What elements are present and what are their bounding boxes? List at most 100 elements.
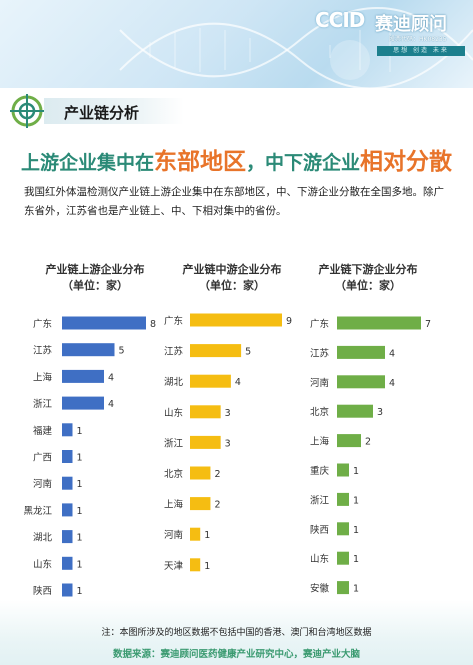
bar bbox=[190, 344, 242, 358]
chart-title: 产业链中游企业分布 bbox=[183, 262, 282, 276]
bar bbox=[337, 345, 385, 359]
data-label: 5 bbox=[245, 347, 251, 358]
data-label: 1 bbox=[77, 453, 83, 464]
section-header: 产业链分析 bbox=[0, 92, 473, 130]
tick-label: 广西 bbox=[33, 452, 52, 464]
tick-label: 陕西 bbox=[310, 524, 329, 536]
tick-label: 福建 bbox=[33, 425, 53, 437]
dna-helix-decoration bbox=[119, 7, 473, 88]
bar bbox=[62, 369, 104, 383]
chart-panel-1: 产业链上游企业分布 （单位：家） 广东 8 江苏 5 上海 4 浙江 4 福建 1 广西 1 河南 1 黑龙江 1… bbox=[23, 262, 156, 597]
bar bbox=[62, 316, 146, 330]
data-label: 1 bbox=[353, 584, 359, 595]
data-label: 1 bbox=[353, 495, 359, 506]
tick-label: 上海 bbox=[310, 436, 330, 448]
chart-subtitle: （单位：家） bbox=[335, 278, 401, 292]
section-title: 产业链分析 bbox=[64, 104, 140, 122]
logo-slogan: 思想 创造 未来 bbox=[377, 46, 465, 56]
chart-panel-3: 产业链下游企业分布 （单位：家） 广东 7 江苏 4 河南 4 北京 3 上海 2 重庆 1 浙江 1 陕西 1 山… bbox=[310, 262, 431, 595]
bar bbox=[190, 435, 221, 449]
data-label: 4 bbox=[389, 348, 395, 359]
logo-mark: CCID bbox=[315, 8, 365, 32]
section-label-background bbox=[44, 98, 184, 124]
chart-title: 产业链下游企业分布 bbox=[319, 262, 418, 276]
bar bbox=[62, 476, 73, 490]
data-label: 4 bbox=[235, 377, 241, 388]
bar bbox=[337, 434, 361, 448]
data-label: 7 bbox=[425, 319, 431, 330]
data-source: 数据来源：赛迪顾问医药健康产业研究中心，赛迪产业大脑 bbox=[112, 649, 360, 660]
bar bbox=[62, 423, 73, 437]
data-label: 8 bbox=[150, 319, 156, 330]
data-label: 9 bbox=[286, 316, 292, 327]
bar bbox=[62, 583, 73, 597]
bar bbox=[62, 396, 104, 410]
tick-label: 安徽 bbox=[310, 583, 330, 595]
tick-label: 广东 bbox=[33, 318, 52, 330]
bar bbox=[337, 404, 373, 418]
intro-paragraph: 我国红外体温检测仪产业链上游企业集中在东部地区，中、下游企业分散在全国多地。除广… bbox=[24, 186, 444, 217]
bar bbox=[190, 374, 231, 388]
bar bbox=[337, 522, 349, 536]
bar bbox=[190, 558, 201, 572]
footnote: 注：本图所涉及的地区数据不包括中国的香港、澳门和台湾地区数据 bbox=[101, 628, 372, 638]
headline-highlight1: 东部地区 bbox=[154, 149, 246, 175]
bottom-decoration bbox=[0, 600, 473, 665]
bar bbox=[62, 530, 73, 544]
bar bbox=[62, 556, 73, 570]
bar bbox=[190, 313, 282, 327]
bar bbox=[62, 343, 115, 357]
data-label: 1 bbox=[353, 525, 359, 536]
tick-label: 山东 bbox=[164, 407, 183, 419]
data-label: 1 bbox=[77, 586, 83, 597]
bar bbox=[337, 463, 349, 477]
tick-label: 湖北 bbox=[164, 377, 184, 388]
company-logo: CCID 赛迪顾问 股票代码：HK08235 思想 创造 未来 bbox=[315, 8, 465, 68]
tick-label: 江苏 bbox=[310, 347, 330, 359]
bar bbox=[337, 581, 349, 595]
data-label: 2 bbox=[214, 469, 220, 480]
data-label: 4 bbox=[108, 399, 114, 410]
tick-label: 山东 bbox=[310, 553, 329, 565]
headline-part2: ，中下游企业 bbox=[246, 152, 361, 174]
logo-name: 赛迪顾问 bbox=[375, 14, 447, 35]
tick-label: 北京 bbox=[164, 468, 183, 480]
data-label: 1 bbox=[77, 559, 83, 570]
tick-label: 重庆 bbox=[310, 465, 330, 477]
bar bbox=[190, 466, 211, 480]
data-label: 3 bbox=[225, 438, 231, 449]
tick-label: 河南 bbox=[33, 478, 52, 490]
tick-label: 广东 bbox=[310, 318, 329, 330]
tick-label: 上海 bbox=[164, 499, 184, 511]
data-label: 1 bbox=[353, 466, 359, 477]
data-label: 3 bbox=[377, 407, 383, 418]
data-label: 1 bbox=[204, 561, 210, 572]
tick-label: 浙江 bbox=[164, 437, 184, 449]
tick-label: 江苏 bbox=[164, 346, 184, 358]
bar bbox=[337, 551, 349, 565]
tick-label: 江苏 bbox=[33, 345, 53, 357]
data-label: 4 bbox=[389, 378, 395, 389]
tick-label: 山东 bbox=[33, 558, 52, 570]
tick-label: 陕西 bbox=[33, 585, 52, 597]
data-label: 1 bbox=[77, 426, 83, 437]
bar bbox=[62, 450, 73, 463]
tick-label: 广东 bbox=[164, 315, 183, 327]
tick-label: 浙江 bbox=[33, 398, 53, 410]
bar bbox=[337, 316, 421, 330]
bar bbox=[337, 492, 349, 506]
data-label: 1 bbox=[204, 530, 210, 541]
tick-label: 浙江 bbox=[310, 494, 330, 506]
data-label: 1 bbox=[77, 479, 83, 490]
chart-subtitle: （单位：家） bbox=[199, 278, 265, 292]
crosshair-icon bbox=[10, 94, 44, 128]
bar bbox=[337, 375, 385, 389]
data-label: 1 bbox=[353, 554, 359, 565]
headline: 上游企业集中在东部地区，中下游企业相对分散 bbox=[0, 142, 473, 176]
distribution-charts: 产业链上游企业分布 （单位：家） 广东 8 江苏 5 上海 4 浙江 4 福建 1 广西 1 河南 1 黑龙江 1… bbox=[23, 262, 431, 597]
header-banner: CCID 赛迪顾问 股票代码：HK08235 思想 创造 未来 bbox=[0, 0, 473, 88]
chart-subtitle: （单位：家） bbox=[62, 278, 128, 292]
headline-part1: 上游企业集中在 bbox=[20, 152, 154, 174]
tick-label: 天津 bbox=[164, 561, 184, 572]
data-label: 4 bbox=[108, 372, 114, 383]
